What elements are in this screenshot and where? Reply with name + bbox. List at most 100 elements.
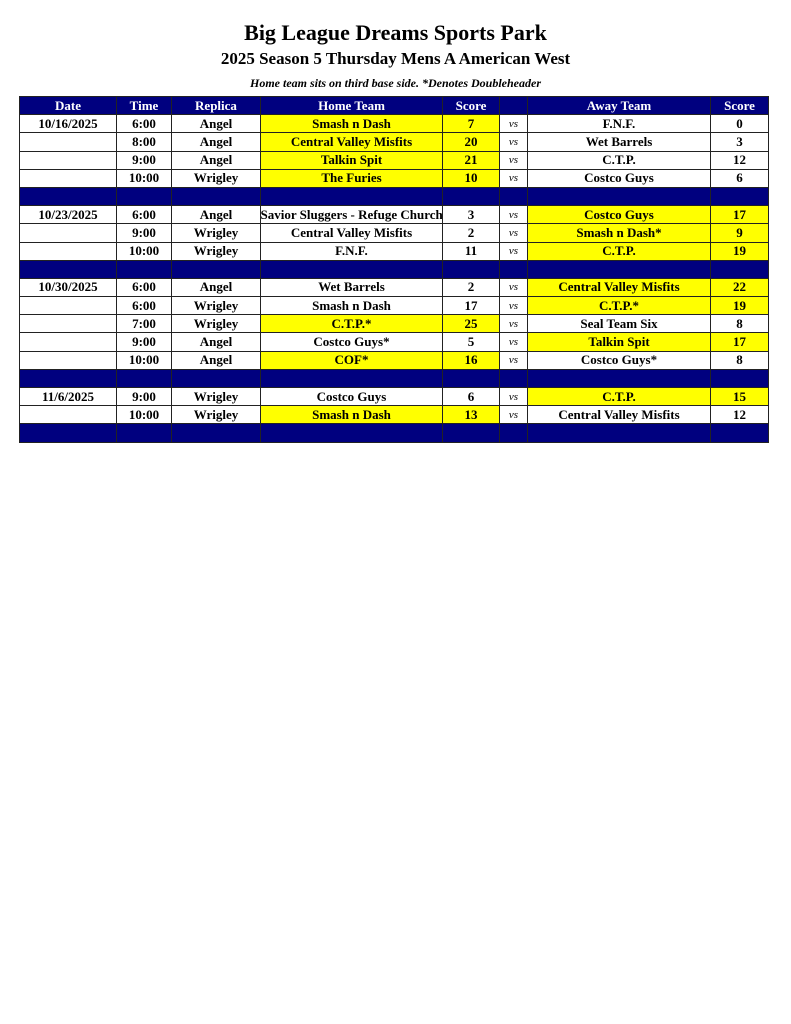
home-score-cell: 6	[442, 386, 500, 407]
table-row: 10:00 Angel COF* 16 vs Costco Guys* 8	[19, 350, 769, 370]
table-row: 10/23/2025 6:00 Angel Savior Sluggers - Ref…	[19, 205, 769, 225]
separator-cell	[116, 186, 172, 207]
separator-cell	[499, 259, 528, 279]
date-cell	[19, 223, 117, 243]
replica-cell: Wrigley	[171, 168, 261, 188]
replica-cell: Wrigley	[171, 405, 261, 425]
header-home-team: Home Team	[260, 95, 443, 116]
separator-cell	[116, 423, 172, 443]
separator-cell	[442, 368, 500, 389]
time-cell: 9:00	[116, 386, 172, 407]
separator-cell	[260, 423, 443, 443]
date-cell	[19, 332, 117, 352]
date-cell	[19, 350, 117, 370]
replica-cell: Angel	[171, 132, 261, 152]
separator-cell	[527, 259, 711, 279]
separator-cell	[171, 259, 261, 279]
replica-cell: Wrigley	[171, 386, 261, 407]
date-cell	[19, 241, 117, 261]
table-row: 10:00 Wrigley The Furies 10 vs Costco Guys 6	[19, 168, 769, 188]
separator-cell	[710, 186, 769, 207]
away-team-cell: Central Valley Misfits	[527, 277, 711, 298]
away-team-cell: Smash n Dash*	[527, 223, 711, 243]
home-score-cell: 20	[442, 132, 500, 152]
away-score-cell: 17	[710, 332, 769, 352]
time-cell: 6:00	[116, 205, 172, 225]
time-cell: 10:00	[116, 241, 172, 261]
away-team-cell: C.T.P.*	[527, 296, 711, 316]
date-cell: 10/30/2025	[19, 277, 117, 298]
separator-cell	[171, 423, 261, 443]
vs-cell: vs	[499, 150, 528, 170]
separator-cell	[19, 423, 117, 443]
separator-row	[19, 368, 769, 389]
table-row: 8:00 Angel Central Valley Misfits 20 vs Wet B…	[19, 132, 769, 152]
away-score-cell: 8	[710, 350, 769, 370]
replica-cell: Angel	[171, 150, 261, 170]
vs-cell: vs	[499, 332, 528, 352]
vs-cell: vs	[499, 168, 528, 188]
table-row: 9:00 Angel Costco Guys* 5 vs Talkin Spit 17	[19, 332, 769, 352]
schedule-table: Date Time Replica Home Team Score Away T…	[19, 95, 769, 443]
header-home-score: Score	[442, 95, 500, 116]
table-row: 6:00 Wrigley Smash n Dash 17 vs C.T.P.* 19	[19, 296, 769, 316]
home-team-cell: Central Valley Misfits	[260, 223, 443, 243]
home-team-cell: Smash n Dash	[260, 114, 443, 134]
home-team-cell: Smash n Dash	[260, 296, 443, 316]
away-score-cell: 12	[710, 150, 769, 170]
separator-cell	[116, 259, 172, 279]
separator-cell	[527, 423, 711, 443]
date-cell	[19, 314, 117, 334]
home-score-cell: 5	[442, 332, 500, 352]
home-score-cell: 25	[442, 314, 500, 334]
replica-cell: Angel	[171, 332, 261, 352]
separator-cell	[710, 259, 769, 279]
separator-cell	[260, 186, 443, 207]
vs-cell: vs	[499, 277, 528, 298]
vs-cell: vs	[499, 386, 528, 407]
vs-cell: vs	[499, 223, 528, 243]
vs-cell: vs	[499, 132, 528, 152]
home-team-cell: Wet Barrels	[260, 277, 443, 298]
home-score-cell: 3	[442, 205, 500, 225]
separator-cell	[499, 423, 528, 443]
time-cell: 8:00	[116, 132, 172, 152]
away-team-cell: Talkin Spit	[527, 332, 711, 352]
time-cell: 6:00	[116, 296, 172, 316]
home-score-cell: 16	[442, 350, 500, 370]
home-score-cell: 10	[442, 168, 500, 188]
date-cell	[19, 168, 117, 188]
table-row: 9:00 Wrigley Central Valley Misfits 2 vs Smas…	[19, 223, 769, 243]
time-cell: 6:00	[116, 114, 172, 134]
away-team-cell: C.T.P.	[527, 241, 711, 261]
separator-cell	[171, 368, 261, 389]
away-score-cell: 8	[710, 314, 769, 334]
away-score-cell: 6	[710, 168, 769, 188]
separator-cell	[710, 368, 769, 389]
separator-cell	[260, 259, 443, 279]
vs-cell: vs	[499, 350, 528, 370]
away-score-cell: 17	[710, 205, 769, 225]
separator-cell	[527, 368, 711, 389]
header-away-score: Score	[710, 95, 769, 116]
away-score-cell: 19	[710, 241, 769, 261]
time-cell: 9:00	[116, 332, 172, 352]
separator-cell	[442, 423, 500, 443]
home-score-cell: 17	[442, 296, 500, 316]
home-score-cell: 13	[442, 405, 500, 425]
away-team-cell: Wet Barrels	[527, 132, 711, 152]
separator-cell	[260, 368, 443, 389]
table-row: 10/16/2025 6:00 Angel Smash n Dash 7 vs F.N.F.…	[19, 114, 769, 134]
replica-cell: Angel	[171, 114, 261, 134]
away-team-cell: Costco Guys	[527, 168, 711, 188]
away-team-cell: Central Valley Misfits	[527, 405, 711, 425]
away-team-cell: F.N.F.	[527, 114, 711, 134]
date-cell	[19, 296, 117, 316]
page-subtitle: 2025 Season 5 Thursday Mens A American W…	[220, 49, 571, 68]
header-away-team: Away Team	[527, 95, 711, 116]
separator-cell	[116, 368, 172, 389]
away-score-cell: 3	[710, 132, 769, 152]
replica-cell: Angel	[171, 205, 261, 225]
header-replica: Replica	[171, 95, 261, 116]
time-cell: 10:00	[116, 168, 172, 188]
